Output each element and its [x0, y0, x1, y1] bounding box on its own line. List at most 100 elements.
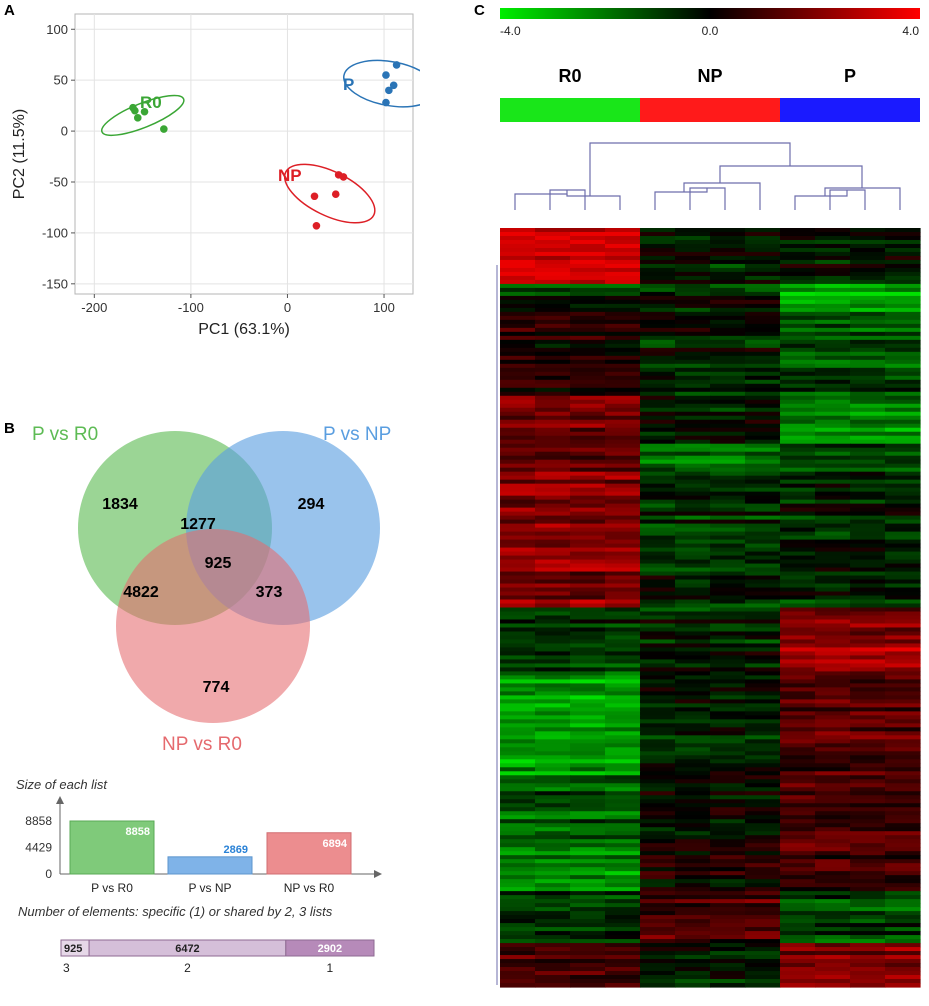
heatmap-cell	[675, 951, 711, 956]
heatmap-cell	[605, 939, 641, 944]
heatmap-cell	[710, 831, 746, 836]
heatmap-cell	[605, 631, 641, 637]
heatmap-cell	[745, 683, 781, 688]
heatmap-cell	[605, 903, 641, 908]
heatmap-cell	[535, 663, 571, 669]
heatmap-cell	[710, 307, 746, 313]
heatmap-cell	[850, 807, 886, 812]
list-size-ytick-label: 4429	[25, 841, 52, 855]
heatmap-cell	[605, 691, 641, 696]
heatmap-cell	[745, 687, 781, 692]
heatmap-cell	[675, 259, 711, 265]
heatmap-cell	[605, 831, 641, 836]
heatmap-cell	[500, 427, 536, 433]
heatmap-cell	[885, 947, 921, 952]
heatmap-cell	[885, 243, 921, 249]
heatmap-cell	[570, 247, 606, 253]
heatmap-cell	[850, 787, 886, 792]
heatmap-cell	[710, 819, 746, 824]
heatmap-cell	[885, 707, 921, 712]
heatmap-cell	[780, 735, 816, 740]
heatmap-cell	[570, 975, 606, 980]
heatmap-cell	[815, 695, 851, 700]
heatmap-cell	[500, 531, 536, 537]
heatmap-cell	[710, 707, 746, 712]
heatmap-cell	[710, 623, 746, 629]
heatmap-cell	[500, 891, 536, 896]
heatmap-cell	[570, 831, 606, 836]
heatmap-cell	[850, 735, 886, 740]
heatmap-cell	[885, 891, 921, 896]
heatmap-cell	[535, 935, 571, 940]
heatmap-cell	[675, 891, 711, 896]
heatmap-cell	[780, 643, 816, 649]
heatmap-cell	[500, 887, 536, 892]
group-bar-p	[780, 98, 920, 122]
heatmap-cell	[570, 543, 606, 549]
heatmap-cell	[885, 847, 921, 852]
heatmap-cell	[675, 263, 711, 269]
heatmap-cell	[535, 911, 571, 916]
heatmap-cell	[605, 347, 641, 353]
heatmap-cell	[605, 591, 641, 597]
heatmap-cell	[535, 895, 571, 900]
heatmap-cell	[570, 915, 606, 920]
heatmap-cell	[500, 271, 536, 277]
heatmap-cell	[850, 407, 886, 413]
heatmap-cell	[710, 743, 746, 748]
heatmap-cell	[815, 931, 851, 936]
heatmap-cell	[745, 983, 781, 988]
heatmap-cell	[605, 251, 641, 257]
heatmap-cell	[640, 483, 676, 489]
heatmap-cell	[885, 267, 921, 273]
heatmap-cell	[605, 623, 641, 629]
heatmap-cell	[885, 923, 921, 928]
heatmap-cell	[745, 567, 781, 573]
heatmap-cell	[640, 951, 676, 956]
heatmap-cell	[745, 723, 781, 728]
heatmap-cell	[850, 359, 886, 365]
heatmap-cell	[570, 659, 606, 665]
heatmap-cell	[710, 411, 746, 417]
heatmap-cell	[710, 379, 746, 385]
heatmap-cell	[885, 607, 921, 613]
heatmap-cell	[675, 615, 711, 621]
heatmap-cell	[675, 759, 711, 764]
heatmap-cell	[675, 595, 711, 601]
venn-count-pnp-npr0: 373	[255, 584, 283, 601]
heatmap-cell	[780, 875, 816, 880]
heatmap-cell	[780, 727, 816, 732]
pca-ellipse-r0	[101, 94, 185, 137]
heatmap-cell	[885, 635, 921, 641]
heatmap-cell	[815, 887, 851, 892]
heatmap-cell	[570, 699, 606, 704]
heatmap-cell	[500, 607, 536, 613]
heatmap-cell	[780, 691, 816, 696]
heatmap-cell	[710, 727, 746, 732]
heatmap-cell	[500, 347, 536, 353]
heatmap-cell	[780, 599, 816, 605]
heatmap-cell	[885, 795, 921, 800]
heatmap-cell	[885, 291, 921, 297]
heatmap-cell	[640, 355, 676, 361]
heatmap-cell	[535, 567, 571, 573]
heatmap-cell	[850, 251, 886, 257]
heatmap-cell	[850, 387, 886, 393]
heatmap-cell	[675, 979, 711, 984]
heatmap-cell	[745, 587, 781, 593]
heatmap-cell	[640, 339, 676, 345]
heatmap-cell	[780, 499, 816, 505]
heatmap-cell	[640, 971, 676, 976]
heatmap-cell	[850, 931, 886, 936]
heatmap-cell	[570, 279, 606, 285]
heatmap-cell	[885, 663, 921, 669]
heatmap-cell	[780, 975, 816, 980]
heatmap-cell	[710, 755, 746, 760]
heatmap-cell	[710, 567, 746, 573]
heatmap-cell	[605, 659, 641, 665]
heatmap-cell	[500, 295, 536, 301]
heatmap-cell	[885, 363, 921, 369]
heatmap-cell	[885, 915, 921, 920]
heatmap-cell	[885, 571, 921, 577]
heatmap-cell	[500, 955, 536, 960]
